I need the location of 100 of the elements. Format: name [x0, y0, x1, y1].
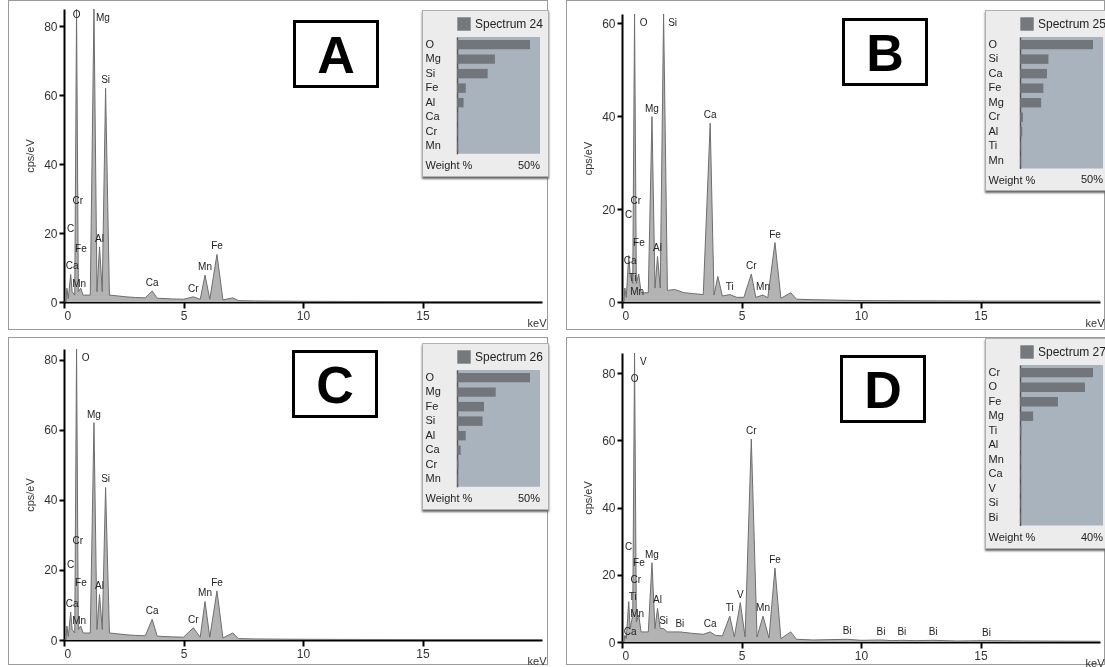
- annotation: Fe: [211, 576, 224, 588]
- bar: [1020, 68, 1048, 79]
- annotation: Al: [653, 594, 662, 606]
- bar: [457, 445, 461, 455]
- y-tick-label: Al: [988, 124, 999, 137]
- annotation: Cr: [72, 534, 84, 546]
- x-axis-title: keV: [527, 316, 548, 329]
- bar: [1020, 411, 1034, 421]
- annotation: Cr: [746, 260, 758, 272]
- x-tick-label: 10: [854, 648, 869, 663]
- y-tick-label: 40: [44, 493, 58, 508]
- y-axis-title: cps/eV: [24, 138, 37, 173]
- y-tick-label: 20: [602, 202, 616, 217]
- y-axis-title: cps/eV: [582, 480, 595, 515]
- annotation: O: [81, 352, 90, 363]
- x-tick-label: 15: [416, 646, 430, 661]
- annotation: Mn: [72, 615, 87, 627]
- x-tick-label: 10: [854, 308, 869, 323]
- y-tick-label: 60: [44, 423, 58, 438]
- bar: [457, 401, 485, 412]
- legend-label: Spectrum 24: [475, 17, 544, 31]
- x-axis-title: Weight %: [425, 159, 473, 172]
- annotation: Fe: [75, 243, 88, 255]
- annotation: Ca: [703, 109, 718, 121]
- y-tick-label: Ca: [425, 110, 441, 123]
- bar: [1020, 112, 1023, 122]
- annotation: A: [293, 20, 379, 88]
- y-tick-label: Cr: [425, 124, 438, 137]
- annotation: 50%: [1081, 173, 1104, 186]
- y-tick-label: Ca: [988, 66, 1004, 79]
- annotation: Ca: [145, 276, 160, 288]
- annotation: Ca: [145, 605, 160, 617]
- bar: [457, 416, 483, 426]
- y-tick-label: 20: [44, 226, 58, 241]
- bar: [1020, 39, 1093, 50]
- x-axis-title: Weight %: [425, 492, 473, 505]
- y-tick-label: Fe: [988, 81, 1002, 94]
- annotation: 50%: [518, 491, 541, 504]
- bar: [1020, 367, 1093, 378]
- y-tick-label: Cr: [425, 457, 438, 470]
- y-tick-label: Si: [988, 496, 999, 509]
- y-tick-label: Mg: [425, 52, 441, 65]
- annotation: Al: [653, 242, 662, 254]
- bar: [457, 387, 496, 397]
- x-tick-label: 0: [64, 308, 72, 323]
- y-tick-label: 0: [608, 635, 616, 650]
- x-tick-label: 5: [180, 646, 188, 661]
- y-tick-label: Si: [425, 66, 436, 79]
- y-tick-label: Mn: [425, 472, 441, 485]
- x-axis-title: keV: [1085, 316, 1105, 329]
- annotation: V: [639, 356, 647, 367]
- legend-label: Spectrum 25: [1038, 17, 1105, 31]
- annotation: Fe: [633, 557, 646, 569]
- annotation: Mn: [756, 602, 770, 614]
- y-tick-label: O: [988, 37, 998, 50]
- annotation: Cr: [188, 613, 200, 625]
- y-tick-label: Ti: [988, 139, 998, 152]
- annotation: Ti: [628, 271, 637, 283]
- y-tick-label: 0: [608, 295, 616, 310]
- annotation: B: [842, 18, 928, 86]
- x-axis-title: Weight %: [988, 173, 1036, 186]
- y-tick-label: Ca: [988, 467, 1004, 480]
- y-tick-label: 20: [44, 563, 58, 578]
- bar: [457, 430, 466, 441]
- annotation: Fe: [769, 554, 782, 566]
- bar: [457, 83, 466, 93]
- annotation: Bi: [876, 625, 886, 637]
- annotation: Ca: [623, 626, 637, 638]
- x-tick-label: 15: [974, 308, 988, 323]
- legend-label: Spectrum 27: [1038, 345, 1105, 359]
- y-tick-label: Al: [425, 428, 436, 441]
- annotation: Bi: [928, 626, 938, 638]
- annotation: D: [840, 355, 926, 423]
- y-tick-label: O: [425, 370, 435, 383]
- annotation: Mg: [96, 12, 110, 23]
- y-tick-label: O: [988, 380, 998, 393]
- annotation: Mn: [756, 281, 770, 293]
- annotation: Ca: [65, 260, 79, 272]
- annotation: C: [292, 350, 378, 418]
- x-tick-label: 5: [180, 308, 188, 323]
- y-tick-label: Mn: [425, 139, 441, 152]
- annotation: Mg: [645, 102, 659, 114]
- annotation: 40%: [1081, 530, 1104, 543]
- annotation: C: [625, 540, 633, 552]
- annotation: Ca: [623, 255, 637, 267]
- annotation: Fe: [633, 236, 646, 248]
- legend-label: Spectrum 26: [475, 350, 544, 364]
- y-tick-label: Mg: [425, 385, 441, 398]
- annotation: C: [67, 559, 75, 571]
- x-tick-label: 0: [622, 308, 630, 323]
- bar: [1020, 382, 1085, 392]
- y-tick-label: Fe: [425, 399, 439, 412]
- annotation: Ti: [628, 591, 637, 603]
- y-tick-label: Mn: [988, 153, 1004, 166]
- y-tick-label: Si: [988, 52, 999, 65]
- annotation: Mn: [630, 285, 645, 297]
- y-tick-label: Ti: [988, 423, 998, 436]
- y-tick-label: 60: [44, 88, 58, 103]
- y-tick-label: O: [425, 37, 435, 50]
- x-axis-title: Weight %: [988, 531, 1036, 544]
